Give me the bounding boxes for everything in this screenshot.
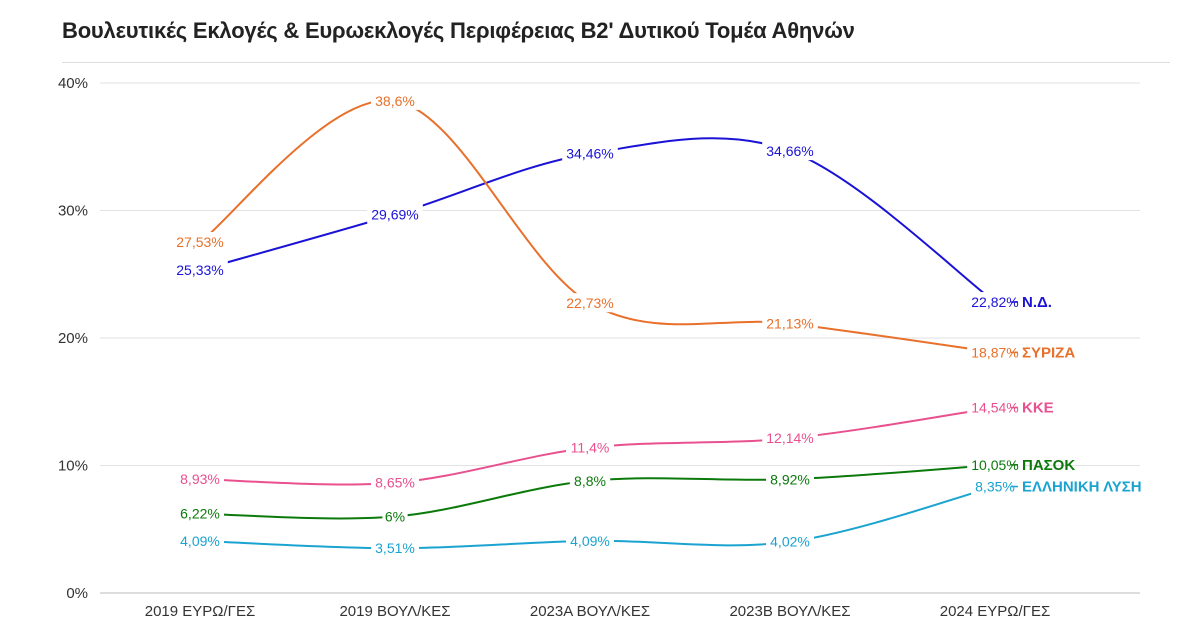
data-label-background [371,90,419,110]
x-tick-label: 2023Β ΒΟΥΛ/ΚΕΣ [729,603,850,620]
y-tick-label: 0% [66,585,88,602]
y-tick-label: 40% [58,75,88,92]
data-label: 34,66% [766,143,813,159]
chart-title: Βουλευτικές Εκλογές & Ευρωεκλογές Περιφέ… [62,18,855,43]
data-label-background [172,231,228,251]
data-label-background [562,143,618,163]
data-label-background [967,454,1023,474]
series-name-label: ΕΛΛΗΝΙΚΗ ΛΥΣΗ [1022,479,1142,496]
data-label: 29,69% [371,206,418,222]
data-label-background [371,472,419,492]
x-tick-label: 2019 ΒΟΥΛ/ΚΕΣ [339,603,450,620]
y-axis: 0% 10% 20% 30% 40% [58,75,88,602]
data-label: 8,8% [574,473,606,489]
data-label: 22,82% [971,294,1018,310]
data-label-background [172,260,228,280]
x-axis: 2019 ΕΥΡΩ/ΓΕΣ 2019 ΒΟΥΛ/ΚΕΣ 2023Α ΒΟΥΛ/ΚΕΣ… [145,603,1050,620]
y-tick-label: 20% [58,330,88,347]
data-label-background [569,470,611,490]
data-label-background [967,342,1023,362]
data-label-background [762,428,818,448]
data-label: 11,4% [571,440,610,456]
series-name-label: Ν.Δ. [1022,294,1052,311]
x-tick-label: 2023Α ΒΟΥΛ/ΚΕΣ [530,603,650,620]
data-label-background [967,292,1023,312]
data-label-background [176,469,224,489]
data-label: 8,93% [180,471,220,487]
data-label-background [562,293,618,313]
data-label: 14,54% [971,400,1018,416]
series-line [199,137,996,303]
data-label-background [176,503,224,523]
series-line [199,99,996,354]
data-label: 18,87% [971,344,1018,360]
data-label: 10,05% [971,457,1018,473]
data-labels: 25,33% 29,69% 34,46% 34,66% 22,82% 27,53% 38,6… [172,90,1023,558]
data-label: 6% [385,509,405,525]
data-label: 21,13% [766,316,813,332]
data-label-background [382,506,408,526]
data-label-background [766,469,814,489]
data-label: 6,22% [180,506,220,522]
data-label-background [371,538,419,558]
data-label-background [762,313,818,333]
data-label-background [176,530,224,550]
data-label: 4,02% [770,534,810,550]
data-label: 4,09% [570,533,610,549]
data-label-background [367,204,423,224]
title-divider [62,62,1170,63]
data-label: 38,6% [375,93,415,109]
data-label-background [762,141,818,161]
data-label: 12,14% [766,430,813,446]
data-label-background [566,530,614,550]
data-label: 8,65% [375,475,415,491]
grid [100,82,1140,594]
data-label: 22,73% [566,295,613,311]
data-label: 27,53% [176,234,223,250]
y-tick-label: 30% [58,203,88,220]
data-label: 8,92% [770,471,810,487]
data-label: 4,09% [180,533,220,549]
y-tick-label: 10% [58,458,88,475]
series-name-label: ΠΑΣΟΚ [1022,457,1075,474]
data-label: 8,35% [975,479,1015,495]
series-name-label: ΚΚΕ [1022,400,1054,417]
series-name-labels: Ν.Δ. ΣΥΡΙΖΑ ΚΚΕ ΠΑΣΟΚ ΕΛΛΗΝΙΚΗ ΛΥΣΗ [1011,294,1142,496]
data-label-background [566,437,614,457]
series-name-label: ΣΥΡΙΖΑ [1022,344,1075,361]
x-tick-label: 2019 ΕΥΡΩ/ΓΕΣ [145,603,255,620]
data-label-background [766,531,814,551]
data-label-background [967,397,1023,417]
data-label: 34,46% [566,146,613,162]
data-label-background [971,476,1019,496]
data-label: 25,33% [176,262,223,278]
data-label: 3,51% [375,540,415,556]
x-tick-label: 2024 ΕΥΡΩ/ΓΕΣ [940,603,1050,620]
